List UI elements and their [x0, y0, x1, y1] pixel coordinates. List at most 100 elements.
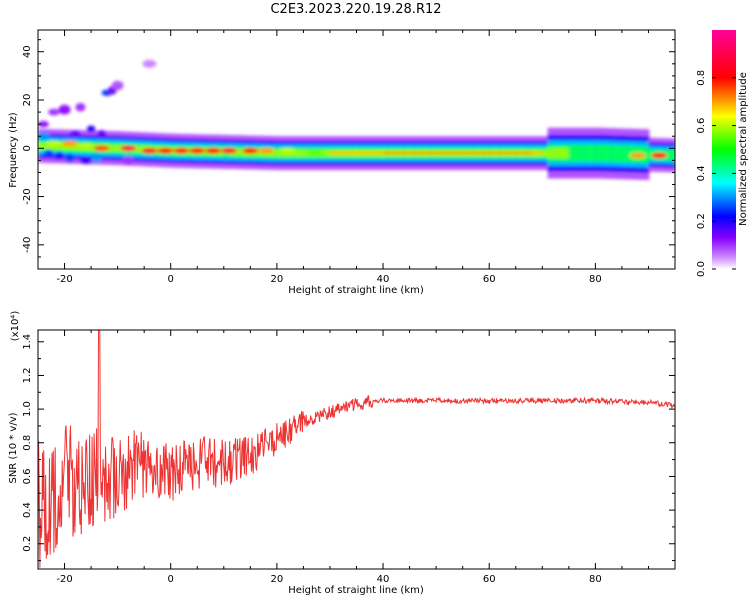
colorbar-tick-label: 0.8	[696, 70, 707, 86]
heatmap-cell	[38, 142, 45, 150]
heatmap-cell	[574, 144, 581, 162]
spectrogram-y-axis-label: Frequency (Hz)	[8, 112, 19, 188]
heatmap-spine	[383, 152, 532, 154]
heatmap-cell	[590, 144, 597, 162]
heatmap-cell	[563, 148, 570, 159]
x-tick-label: 20	[271, 574, 284, 585]
heatmap-cell	[579, 144, 586, 162]
colorbar-tick-label: 0.2	[696, 213, 707, 229]
heatmap-cell	[43, 142, 50, 150]
heatmap-cell	[271, 149, 278, 157]
y-tick-label: 1.4	[22, 334, 33, 350]
heatmap-blob	[80, 156, 92, 165]
heatmap-cell	[621, 145, 629, 163]
heatmap-cell	[611, 144, 618, 163]
x-tick-label: 60	[483, 574, 496, 585]
heatmap-blob	[48, 108, 60, 116]
y-tick-label: 0	[22, 145, 33, 151]
heatmap-cell	[627, 145, 634, 163]
heatmap-blob	[122, 155, 134, 165]
snr-series-line	[38, 330, 675, 569]
heatmap-cell	[600, 144, 608, 162]
heatmap-hotspot	[279, 147, 296, 154]
heatmap-cell	[584, 144, 592, 162]
heatmap-hotspot	[120, 145, 137, 152]
heatmap-blob	[69, 130, 81, 138]
heatmap-hotspot	[189, 147, 206, 154]
heatmap-cell	[595, 144, 602, 162]
x-tick-label: 80	[589, 274, 602, 285]
heatmap-hotspot	[306, 150, 323, 157]
heatmap-cell	[276, 149, 284, 157]
heatmap-hotspot	[157, 147, 174, 154]
y-tick-label: 0.2	[22, 536, 33, 552]
heatmap-blob	[38, 121, 49, 128]
snr-scale-label: (x10⁴)	[10, 311, 21, 342]
heatmap-cell	[69, 143, 77, 151]
heatmap-cell	[239, 148, 247, 156]
y-tick-label: -40	[22, 237, 33, 253]
snr-panel: -20 0 20 40 60 80 0.2 0.4 0.6 0.8 1.0 1.2 1.4 Height…	[8, 311, 676, 596]
heatmap-hotspot	[45, 140, 62, 147]
chart-title: C2E3.2023.220.19.28.R12	[270, 2, 442, 17]
heatmap-blob	[86, 125, 96, 133]
heatmap-hotspot	[242, 147, 259, 154]
x-tick-label: 0	[168, 574, 174, 585]
heatmap-cell	[605, 144, 613, 163]
x-tick-label: 40	[377, 574, 390, 585]
heatmap-cell	[568, 144, 576, 162]
heatmap-hotspot	[651, 152, 668, 159]
spectrogram-ticks: -20 0 20 40 60 80 -40 -20 0 20 40	[22, 30, 676, 285]
heatmap-cell	[112, 144, 119, 152]
heatmap-blob	[97, 129, 107, 138]
colorbar-ticks: 0.0 0.2 0.4 0.6 0.8	[696, 70, 736, 277]
heatmap-cell	[664, 149, 671, 162]
heatmap-blob	[65, 153, 75, 163]
y-tick-label: 40	[22, 45, 33, 58]
heatmap-hotspot	[205, 147, 222, 154]
x-tick-label: -20	[56, 574, 72, 585]
spectrogram-heatmap	[38, 59, 675, 180]
heatmap-hotspot	[93, 145, 110, 152]
heatmap-hotspot	[141, 147, 158, 154]
snr-line-area	[38, 330, 675, 569]
x-tick-label: -20	[56, 274, 72, 285]
y-tick-label: 20	[22, 94, 33, 107]
snr-y-axis-label: SNR (10 * v/v)	[8, 412, 19, 483]
heatmap-cell	[59, 143, 66, 150]
heatmap-cell	[552, 148, 560, 159]
snr-x-axis-label: Height of straight line (km)	[288, 585, 424, 596]
snr-ticks: -20 0 20 40 60 80 0.2 0.4 0.6 0.8 1.0 1.2 1.4	[22, 330, 676, 585]
heatmap-blob	[54, 151, 64, 160]
colorbar-label: Normalized spectral amplitude	[738, 72, 749, 226]
y-tick-label: 0.6	[22, 468, 33, 484]
heatmap-cell	[324, 149, 332, 157]
y-tick-label: -20	[22, 188, 33, 204]
spectrogram-x-axis-label: Height of straight line (km)	[288, 285, 424, 296]
heatmap-cell	[558, 148, 565, 159]
x-tick-label: 0	[168, 274, 174, 285]
colorbar-tick-label: 0.0	[696, 261, 707, 277]
spectrogram-blobs	[38, 59, 675, 180]
heatmap-cell	[53, 142, 61, 150]
heatmap-cell	[292, 149, 300, 157]
x-tick-label: 80	[589, 574, 602, 585]
heatmap-cell	[107, 144, 114, 152]
heatmap-cell	[138, 145, 146, 153]
heatmap-cell	[75, 143, 82, 151]
heatmap-cell	[547, 148, 554, 159]
colorbar-tick-label: 0.6	[696, 118, 707, 134]
spectrogram-panel: -20 0 20 40 60 80 -40 -20 0 20 40 Height of straig…	[8, 29, 676, 296]
heatmap-cell	[255, 149, 263, 157]
heatmap-cell	[234, 148, 241, 156]
heatmap-cell	[669, 149, 675, 162]
heatmap-blob	[75, 103, 86, 112]
heatmap-cell	[319, 149, 326, 157]
heatmap-cell	[542, 149, 549, 157]
heatmap-cell	[64, 143, 71, 151]
heatmap-hotspot	[77, 142, 94, 149]
heatmap-cell	[133, 145, 140, 153]
heatmap-hotspot	[629, 152, 646, 159]
heatmap-hotspot	[258, 147, 275, 154]
